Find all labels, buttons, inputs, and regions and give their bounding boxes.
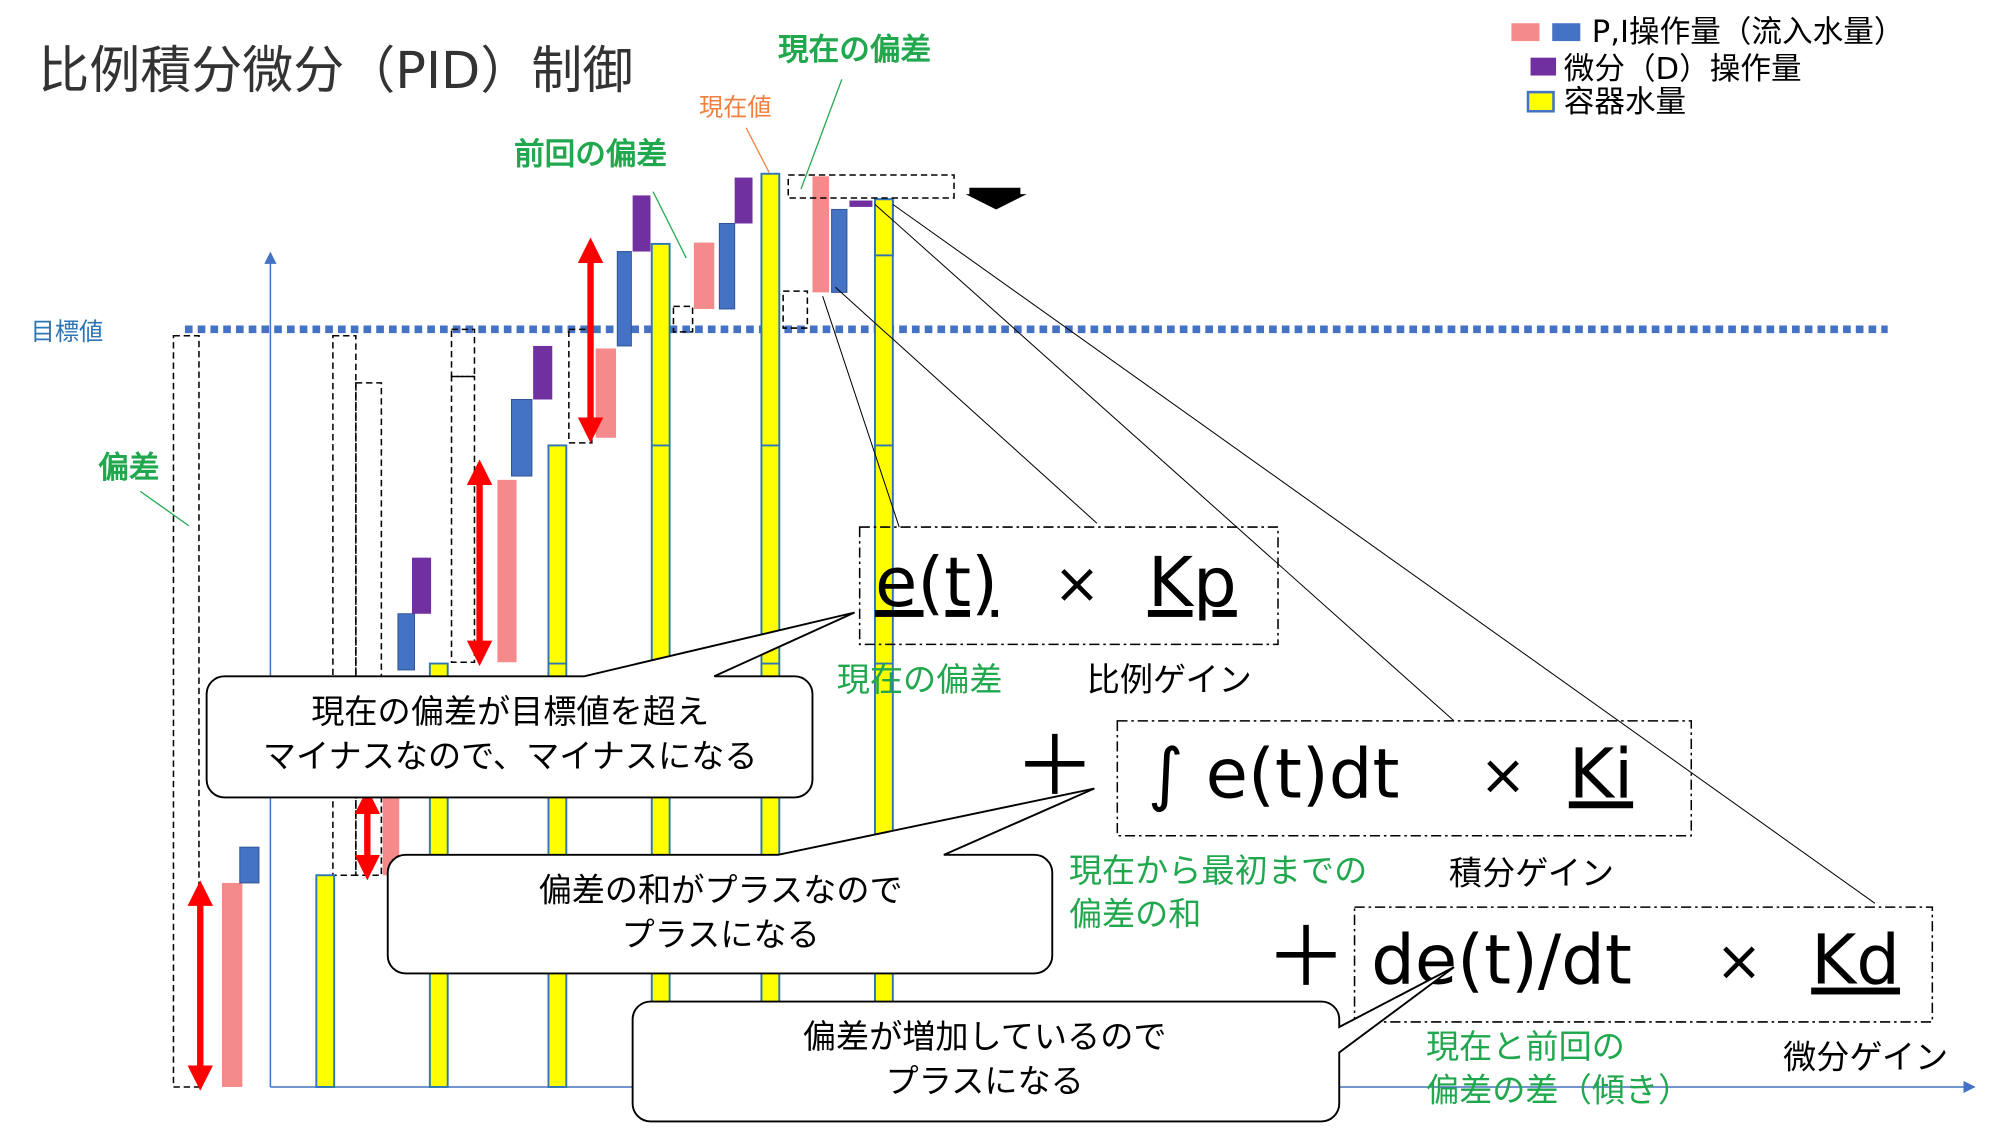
i-bar bbox=[239, 846, 260, 884]
caption: 偏差の和 bbox=[1069, 895, 1202, 934]
callout-text: 現在の偏差が目標値を超え bbox=[311, 692, 709, 731]
label: 現在の偏差 bbox=[778, 33, 931, 68]
dashed-box bbox=[450, 375, 476, 664]
callout: 偏差の和がプラスなので プラスになる bbox=[386, 787, 1095, 975]
dashed-box bbox=[332, 334, 357, 877]
d-bar bbox=[632, 195, 651, 252]
p-bar bbox=[812, 176, 830, 293]
legend-item: P,I操作量（流入水量） bbox=[1592, 15, 1905, 50]
label: 偏差 bbox=[98, 451, 159, 486]
caption: 現在から最初までの bbox=[1069, 851, 1367, 890]
caption: 比例ゲイン bbox=[1087, 660, 1252, 699]
times: × bbox=[1054, 552, 1101, 617]
term: e(t) bbox=[875, 543, 998, 623]
dashed-box bbox=[172, 334, 200, 1088]
i-bar bbox=[510, 398, 533, 477]
i-bar bbox=[397, 613, 416, 671]
label: 前回の偏差 bbox=[514, 137, 667, 172]
p-bar bbox=[497, 479, 517, 663]
plus: ＋ bbox=[1265, 911, 1347, 1006]
legend-item: 微分（D）操作量 bbox=[1564, 52, 1802, 87]
label: 現在値 bbox=[699, 94, 772, 122]
p-bar bbox=[221, 882, 243, 1087]
callout-text: マイナスなので、マイナスになる bbox=[263, 736, 758, 775]
d-bar bbox=[734, 177, 753, 224]
caption: 偏差の差（傾き） bbox=[1426, 1071, 1691, 1110]
formula-i: ＋ ∫ e(t)dt × Ki 現在から最初までの 偏差の和 積分ゲイン bbox=[1014, 719, 1693, 934]
label: 目標値 bbox=[31, 318, 104, 346]
term: de(t)/dt bbox=[1371, 921, 1632, 1001]
times: × bbox=[1480, 743, 1527, 808]
title: 比例積分微分（PID）制御 bbox=[38, 42, 633, 101]
callout-text: プラスになる bbox=[621, 915, 819, 954]
water-bar bbox=[315, 874, 336, 1088]
dashed-box bbox=[782, 290, 809, 329]
dashed-box bbox=[450, 328, 476, 378]
p-bar bbox=[693, 242, 715, 309]
dashed-box bbox=[672, 305, 694, 333]
caption: 積分ゲイン bbox=[1449, 854, 1614, 893]
i-bar bbox=[831, 208, 848, 293]
p-bar bbox=[595, 348, 617, 438]
i-bar bbox=[616, 251, 632, 347]
caption: 現在と前回の bbox=[1426, 1027, 1625, 1066]
formula-d: ＋ de(t)/dt × Kd 現在と前回の 偏差の差（傾き） 微分ゲイン bbox=[1265, 906, 1948, 1110]
callout: 現在の偏差が目標値を超え マイナスなので、マイナスになる bbox=[205, 611, 855, 799]
guides bbox=[139, 79, 1876, 904]
water-bar bbox=[874, 198, 894, 257]
d-bar bbox=[533, 345, 553, 400]
legend: P,I操作量（流入水量） 微分（D）操作量 容器水量 bbox=[1511, 15, 1904, 120]
d-bar bbox=[849, 200, 873, 207]
d-bar bbox=[411, 557, 432, 614]
legend-item: 容器水量 bbox=[1564, 85, 1686, 120]
callout: 偏差が増加しているので プラスになる bbox=[631, 966, 1455, 1123]
callout-text: 偏差の和がプラスなので bbox=[539, 870, 903, 909]
i-bar bbox=[718, 222, 736, 310]
caption: 現在の偏差 bbox=[837, 660, 1003, 699]
callout-text: 偏差が増加しているので bbox=[803, 1017, 1167, 1056]
term: ∫ e(t)dt bbox=[1148, 734, 1400, 814]
gain: Kp bbox=[1148, 543, 1237, 623]
caption: 微分ゲイン bbox=[1783, 1037, 1948, 1076]
gain: Kd bbox=[1811, 921, 1900, 1001]
times: × bbox=[1715, 929, 1762, 994]
gain: Ki bbox=[1569, 734, 1633, 814]
callout-text: プラスになる bbox=[886, 1062, 1084, 1101]
formula-p: e(t) × Kp 現在の偏差 比例ゲイン bbox=[837, 526, 1279, 699]
